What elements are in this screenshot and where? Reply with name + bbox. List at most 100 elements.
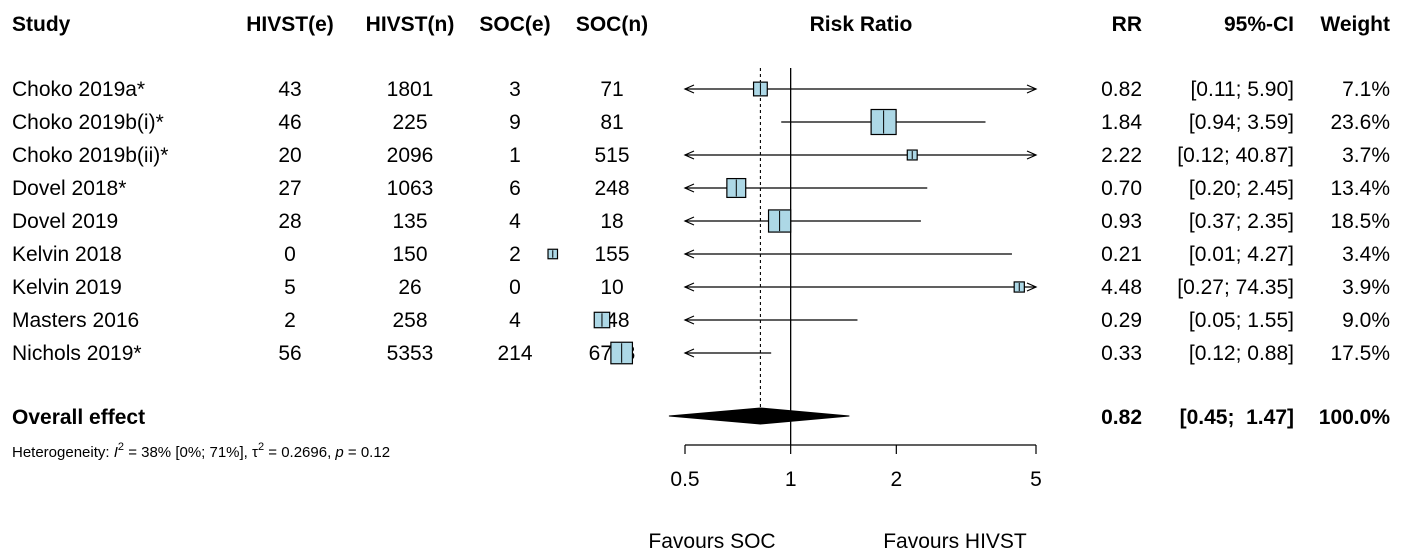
table-row: Dovel 2019 28 135 4 18 0.93 [0.37; 2.35] 18.5% xyxy=(12,210,1390,233)
study-name-kelvin-2018: Kelvin 2018 xyxy=(12,243,122,266)
hivst-n-nichols-2019: 5353 xyxy=(387,342,434,365)
ci-arrow-left-dovel-2018 xyxy=(683,183,695,193)
overall-label: Overall effect xyxy=(12,406,145,429)
soc-e-choko-2019b-i: 9 xyxy=(509,111,521,134)
soc-e-nichols-2019: 214 xyxy=(497,342,532,365)
ci-arrow-left-dovel-2019 xyxy=(683,216,695,226)
axis-tick-label: 0.5 xyxy=(670,468,699,491)
soc-e-kelvin-2019: 0 xyxy=(509,276,521,299)
weight-dovel-2019: 18.5% xyxy=(1330,210,1390,233)
favours-hivst-label: Favours HIVST xyxy=(883,530,1027,553)
ci-arrow-left-masters-2016 xyxy=(683,315,695,325)
soc-e-dovel-2018: 6 xyxy=(509,177,521,200)
col-header-weight: Weight xyxy=(1320,13,1390,36)
hivst-n-kelvin-2019: 26 xyxy=(398,276,421,299)
het-prefix: Heterogeneity: xyxy=(12,444,114,461)
study-name-dovel-2019: Dovel 2019 xyxy=(12,210,118,233)
het-tau-text: = 0.2696, xyxy=(264,444,335,461)
soc-e-masters-2016: 4 xyxy=(509,309,521,332)
rr-dovel-2019: 0.93 xyxy=(1101,210,1142,233)
ci-choko-2019b-ii: [0.12; 40.87] xyxy=(1177,144,1294,167)
study-name-kelvin-2019: Kelvin 2019 xyxy=(12,276,122,299)
ci-arrow-left-kelvin-2019 xyxy=(683,282,695,292)
study-name-nichols-2019: Nichols 2019* xyxy=(12,342,142,365)
axis-tick-label: 5 xyxy=(1030,468,1042,491)
het-p-symbol: p xyxy=(334,444,343,461)
soc-n-dovel-2018: 248 xyxy=(594,177,629,200)
hivst-e-nichols-2019: 56 xyxy=(278,342,301,365)
het-i2-symbol: I xyxy=(114,444,118,461)
rr-kelvin-2019: 4.48 xyxy=(1101,276,1142,299)
soc-n-choko-2019b-i: 81 xyxy=(600,111,623,134)
ci-kelvin-2018: [0.01; 4.27] xyxy=(1189,243,1294,266)
ci-choko-2019b-i: [0.94; 3.59] xyxy=(1189,111,1294,134)
het-i2-text: = 38% [0%; 71%], xyxy=(124,444,252,461)
study-name-choko-2019b-i: Choko 2019b(i)* xyxy=(12,111,164,134)
study-rows: Choko 2019a* 43 1801 3 71 0.82 [0.11; 5.90] 7.1… xyxy=(12,78,1390,365)
table-row: Choko 2019b(ii)* 20 2096 1 515 2.22 [0.12; 40.… xyxy=(12,144,1390,167)
col-header-soc-e: SOC(e) xyxy=(479,13,550,36)
study-name-choko-2019b-ii: Choko 2019b(ii)* xyxy=(12,144,168,167)
table-row: Dovel 2018* 27 1063 6 248 0.70 [0.20; 2.45] 13.… xyxy=(12,177,1390,200)
hivst-n-kelvin-2018: 150 xyxy=(392,243,427,266)
ci-dovel-2018: [0.20; 2.45] xyxy=(1189,177,1294,200)
ci-dovel-2019: [0.37; 2.35] xyxy=(1189,210,1294,233)
rr-nichols-2019: 0.33 xyxy=(1101,342,1142,365)
header-row: Study HIVST(e) HIVST(n) SOC(e) SOC(n) Ri… xyxy=(12,13,1390,36)
study-name-dovel-2018: Dovel 2018* xyxy=(12,177,126,200)
soc-n-kelvin-2018: 155 xyxy=(594,243,629,266)
soc-e-choko-2019a: 3 xyxy=(509,78,521,101)
overall-diamond xyxy=(668,407,850,425)
overall-ci: [0.45; 1.47] xyxy=(1180,406,1294,429)
het-tau-sup: 2 xyxy=(258,441,264,453)
hivst-e-choko-2019b-i: 46 xyxy=(278,111,301,134)
col-header-rr: RR xyxy=(1112,13,1142,36)
hivst-e-kelvin-2018: 0 xyxy=(284,243,296,266)
hivst-n-choko-2019b-ii: 2096 xyxy=(387,144,434,167)
soc-n-choko-2019b-ii: 515 xyxy=(594,144,629,167)
heterogeneity-text: Heterogeneity: I2 = 38% [0%; 71%], τ2 = … xyxy=(12,441,390,461)
overall-rr: 0.82 xyxy=(1101,406,1142,429)
ci-masters-2016: [0.05; 1.55] xyxy=(1189,309,1294,332)
soc-e-dovel-2019: 4 xyxy=(509,210,521,233)
rr-dovel-2018: 0.70 xyxy=(1101,177,1142,200)
hivst-e-choko-2019b-ii: 20 xyxy=(278,144,301,167)
rr-choko-2019b-i: 1.84 xyxy=(1101,111,1142,134)
hivst-n-choko-2019a: 1801 xyxy=(387,78,434,101)
study-name-choko-2019a: Choko 2019a* xyxy=(12,78,145,101)
ci-kelvin-2019: [0.27; 74.35] xyxy=(1177,276,1294,299)
plot-marks xyxy=(547,68,1038,445)
table-row: Choko 2019a* 43 1801 3 71 0.82 [0.11; 5.90] 7.1… xyxy=(12,78,1390,101)
weight-kelvin-2019: 3.9% xyxy=(1342,276,1390,299)
table-row: Kelvin 2019 5 26 0 10 4.48 [0.27; 74.35] 3.9% xyxy=(12,276,1390,299)
x-axis: 0.5 1 2 5 xyxy=(670,444,1042,491)
col-header-study: Study xyxy=(12,13,71,36)
overall-row: Overall effect 0.82 [0.45; 1.47] 100.0% xyxy=(12,406,1390,429)
rr-choko-2019b-ii: 2.22 xyxy=(1101,144,1142,167)
table-row: Kelvin 2018 0 150 2 155 0.21 [0.01; 4.27] 3.4% xyxy=(12,243,1390,266)
soc-n-choko-2019a: 71 xyxy=(600,78,623,101)
table-row: Choko 2019b(i)* 46 225 9 81 1.84 [0.94; 3.59] 2… xyxy=(12,111,1390,134)
het-p-text: = 0.12 xyxy=(344,444,390,461)
weight-dovel-2018: 13.4% xyxy=(1330,177,1390,200)
hivst-e-choko-2019a: 43 xyxy=(278,78,301,101)
hivst-e-masters-2016: 2 xyxy=(284,309,296,332)
ci-arrow-left-kelvin-2018 xyxy=(683,249,695,259)
ci-arrow-right-choko-2019a xyxy=(1026,84,1038,94)
hivst-e-kelvin-2019: 5 xyxy=(284,276,296,299)
ci-arrow-right-choko-2019b-ii xyxy=(1026,150,1038,160)
hivst-n-choko-2019b-i: 225 xyxy=(392,111,427,134)
table-row: Masters 2016 2 258 4 148 0.29 [0.05; 1.55] 9.0% xyxy=(12,309,1390,332)
col-header-hivst-e: HIVST(e) xyxy=(246,13,334,36)
ci-arrow-right-kelvin-2019 xyxy=(1026,282,1038,292)
axis-tick-label: 1 xyxy=(785,468,797,491)
rr-masters-2016: 0.29 xyxy=(1101,309,1142,332)
ci-arrow-left-nichols-2019 xyxy=(683,348,695,358)
ci-nichols-2019: [0.12; 0.88] xyxy=(1189,342,1294,365)
soc-n-kelvin-2019: 10 xyxy=(600,276,623,299)
favours-soc-label: Favours SOC xyxy=(648,530,775,553)
soc-n-dovel-2019: 18 xyxy=(600,210,623,233)
study-name-masters-2016: Masters 2016 xyxy=(12,309,139,332)
het-tau-symbol: τ xyxy=(252,444,258,461)
